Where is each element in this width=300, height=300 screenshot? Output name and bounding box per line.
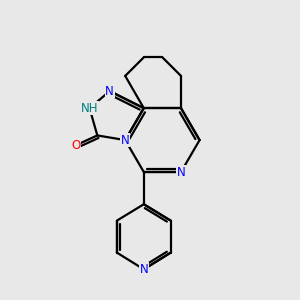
Text: N: N xyxy=(121,134,130,147)
Text: N: N xyxy=(177,166,185,178)
Text: N: N xyxy=(140,263,148,276)
Text: NH: NH xyxy=(81,102,98,115)
Text: N: N xyxy=(105,85,114,98)
Text: O: O xyxy=(71,139,80,152)
